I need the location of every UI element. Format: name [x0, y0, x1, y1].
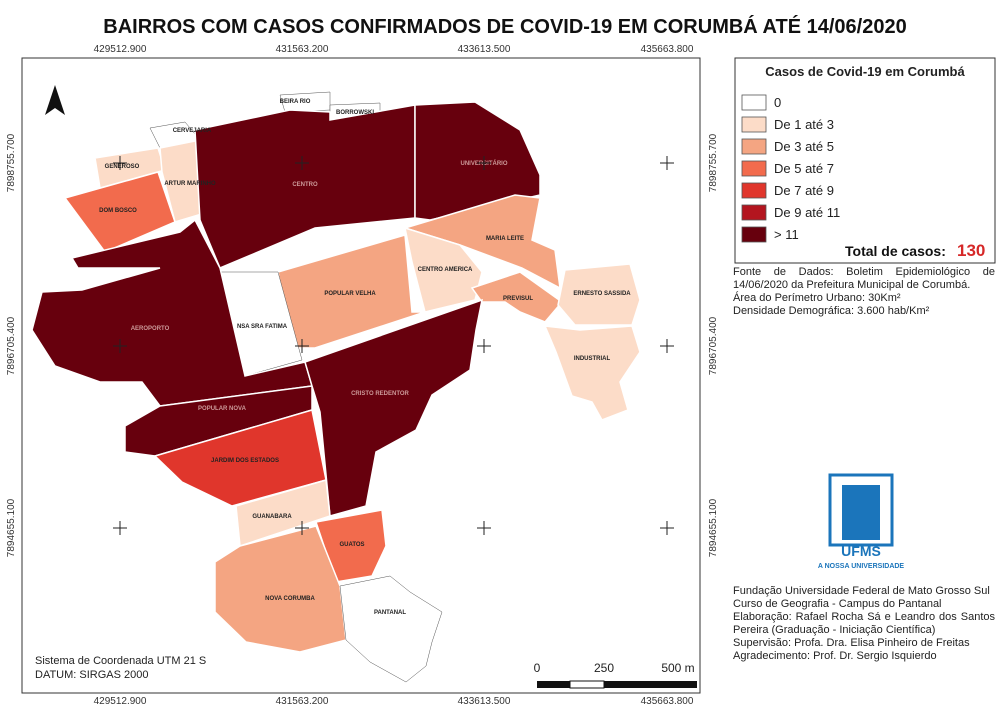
neighborhood-label: ARTUR MARINHO: [164, 181, 216, 187]
scale-bar: [604, 681, 697, 688]
legend-label: 0: [774, 95, 781, 110]
crs-text: DATUM: SIRGAS 2000: [35, 669, 149, 681]
neighborhood-label: POPULAR NOVA: [198, 406, 247, 412]
y-coordinate: 7898755.700: [708, 133, 719, 192]
neighborhood-label: BEIRA RIO: [280, 99, 311, 105]
neighborhood-label: GUANABARA: [252, 514, 292, 520]
legend-label: De 9 até 11: [774, 205, 840, 220]
y-coordinate: 7894655.100: [6, 498, 17, 557]
neighborhood-label: CENTRO: [292, 182, 318, 188]
north-arrow: [45, 85, 65, 115]
neighborhood-label: CERVEJARIA: [173, 128, 212, 134]
neighborhood-label: GUATOS: [339, 542, 364, 548]
neighborhood-label: PANTANAL: [374, 610, 406, 616]
y-coordinate: 7896705.400: [6, 316, 17, 375]
legend-swatch: [741, 182, 767, 199]
logo-name: UFMS: [841, 543, 881, 559]
neighborhood-label: PREVISUL: [503, 296, 533, 302]
neighborhood-label: JARDIM DOS ESTADOS: [211, 458, 279, 464]
credit-line: Supervisão: Profa. Dra. Elisa Pinheiro d…: [733, 637, 970, 649]
credit-line: Curso de Geografia - Campus do Pantanal: [733, 598, 942, 610]
credit-line: Fundação Universidade Federal de Mato Gr…: [733, 585, 990, 597]
legend-swatch: [741, 116, 767, 133]
legend-title: Casos de Covid-19 em Corumbá: [765, 64, 965, 79]
legend-label: De 3 até 5: [774, 139, 834, 154]
neighborhood-label: CENTRO AMERICA: [418, 267, 473, 273]
legend-swatch: [741, 138, 767, 155]
source-text: Fonte de Dados: Boletim Epidemiológico d…: [733, 266, 995, 318]
polygon: [31, 218, 313, 407]
y-coordinate: 7894655.100: [708, 498, 719, 557]
polygon: [402, 194, 561, 290]
x-coordinate: 429512.900: [94, 44, 147, 55]
neighborhood-label: CRISTO REDENTOR: [351, 391, 409, 397]
legend-swatch: [741, 94, 767, 111]
source-line: Densidade Demográfica: 3.600 hab/Km²: [733, 305, 930, 317]
legend-label: De 7 até 9: [774, 183, 834, 198]
legend-label: De 1 até 3: [774, 117, 834, 132]
x-coordinate: 435663.800: [641, 696, 694, 707]
legend-label: De 5 até 7: [774, 161, 834, 176]
x-coordinate: 429512.900: [94, 696, 147, 707]
credits-text: Fundação Universidade Federal de Mato Gr…: [733, 585, 995, 663]
polygon: [414, 101, 541, 221]
x-coordinate: 431563.200: [276, 44, 329, 55]
neighborhood-label: POPULAR VELHA: [324, 291, 376, 297]
neighborhood-label: DOM BOSCO: [99, 208, 137, 214]
polygon: [543, 325, 641, 421]
legend-swatch: [741, 160, 767, 177]
neighborhood-label: MARIA LEITE: [486, 236, 524, 242]
polygon: [557, 263, 641, 326]
crs-text: Sistema de Coordenada UTM 21 S: [35, 655, 206, 667]
x-coordinate: 431563.200: [276, 696, 329, 707]
x-coordinate: 435663.800: [641, 44, 694, 55]
credit-line: Agradecimento: Prof. Dr. Sergio Isquierd…: [733, 650, 937, 662]
neighborhoods: [31, 91, 641, 683]
polygon: [404, 226, 483, 313]
x-coordinate: 433613.500: [458, 44, 511, 55]
scale-label: 0: [534, 661, 541, 675]
neighborhood-label: NOVA CORUMBA: [265, 596, 315, 602]
scale-bar: [537, 681, 570, 688]
title: BAIRROS COM CASOS CONFIRMADOS DE COVID-1…: [103, 15, 906, 38]
polygon: [235, 479, 331, 548]
neighborhood-label: ERNESTO SASSIDA: [573, 291, 631, 297]
y-coordinate: 7896705.400: [708, 316, 719, 375]
legend-box: [734, 57, 996, 264]
ufms-logo: UFMS A NOSSA UNIVERSIDADE: [818, 473, 905, 570]
y-coordinate: 7898755.700: [6, 133, 17, 192]
total-value: 130: [957, 241, 985, 260]
scale-label: 250: [594, 661, 614, 675]
source-line: Fonte de Dados: Boletim Epidemiológico d…: [733, 266, 995, 291]
polygon: [470, 271, 564, 323]
x-coordinate: 433613.500: [458, 696, 511, 707]
neighborhood-label: INDUSTRIAL: [574, 356, 611, 362]
polygon: [63, 171, 176, 253]
legend-label: > 11: [774, 227, 799, 242]
polygon: [339, 575, 443, 683]
neighborhood-label: AEROPORTO: [131, 326, 170, 332]
logo-tagline: A NOSSA UNIVERSIDADE: [818, 563, 905, 570]
neighborhood-label: GENEROSO: [105, 164, 140, 170]
neighborhood-label: NSA SRA FATIMA: [237, 324, 288, 330]
total-label: Total de casos:: [845, 243, 946, 259]
credit-line: Elaboração: Rafael Rocha Sá e Leandro do…: [733, 611, 995, 636]
polygon: [304, 298, 483, 517]
scale-bar: [569, 680, 605, 689]
legend-swatch: [741, 226, 767, 243]
scale-label: 500 m: [661, 661, 694, 675]
source-line: Área do Perímetro Urbano: 30Km²: [733, 292, 901, 304]
legend-swatch: [741, 204, 767, 221]
neighborhood-label: BORROWSKI: [336, 110, 374, 116]
